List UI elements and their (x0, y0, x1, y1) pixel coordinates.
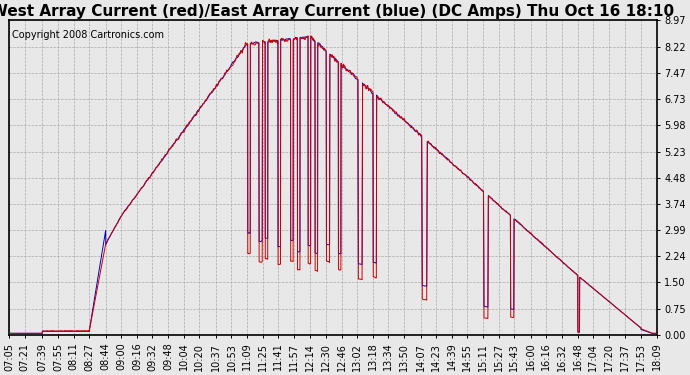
Title: West Array Current (red)/East Array Current (blue) (DC Amps) Thu Oct 16 18:10: West Array Current (red)/East Array Curr… (0, 4, 674, 19)
Text: Copyright 2008 Cartronics.com: Copyright 2008 Cartronics.com (12, 30, 164, 40)
